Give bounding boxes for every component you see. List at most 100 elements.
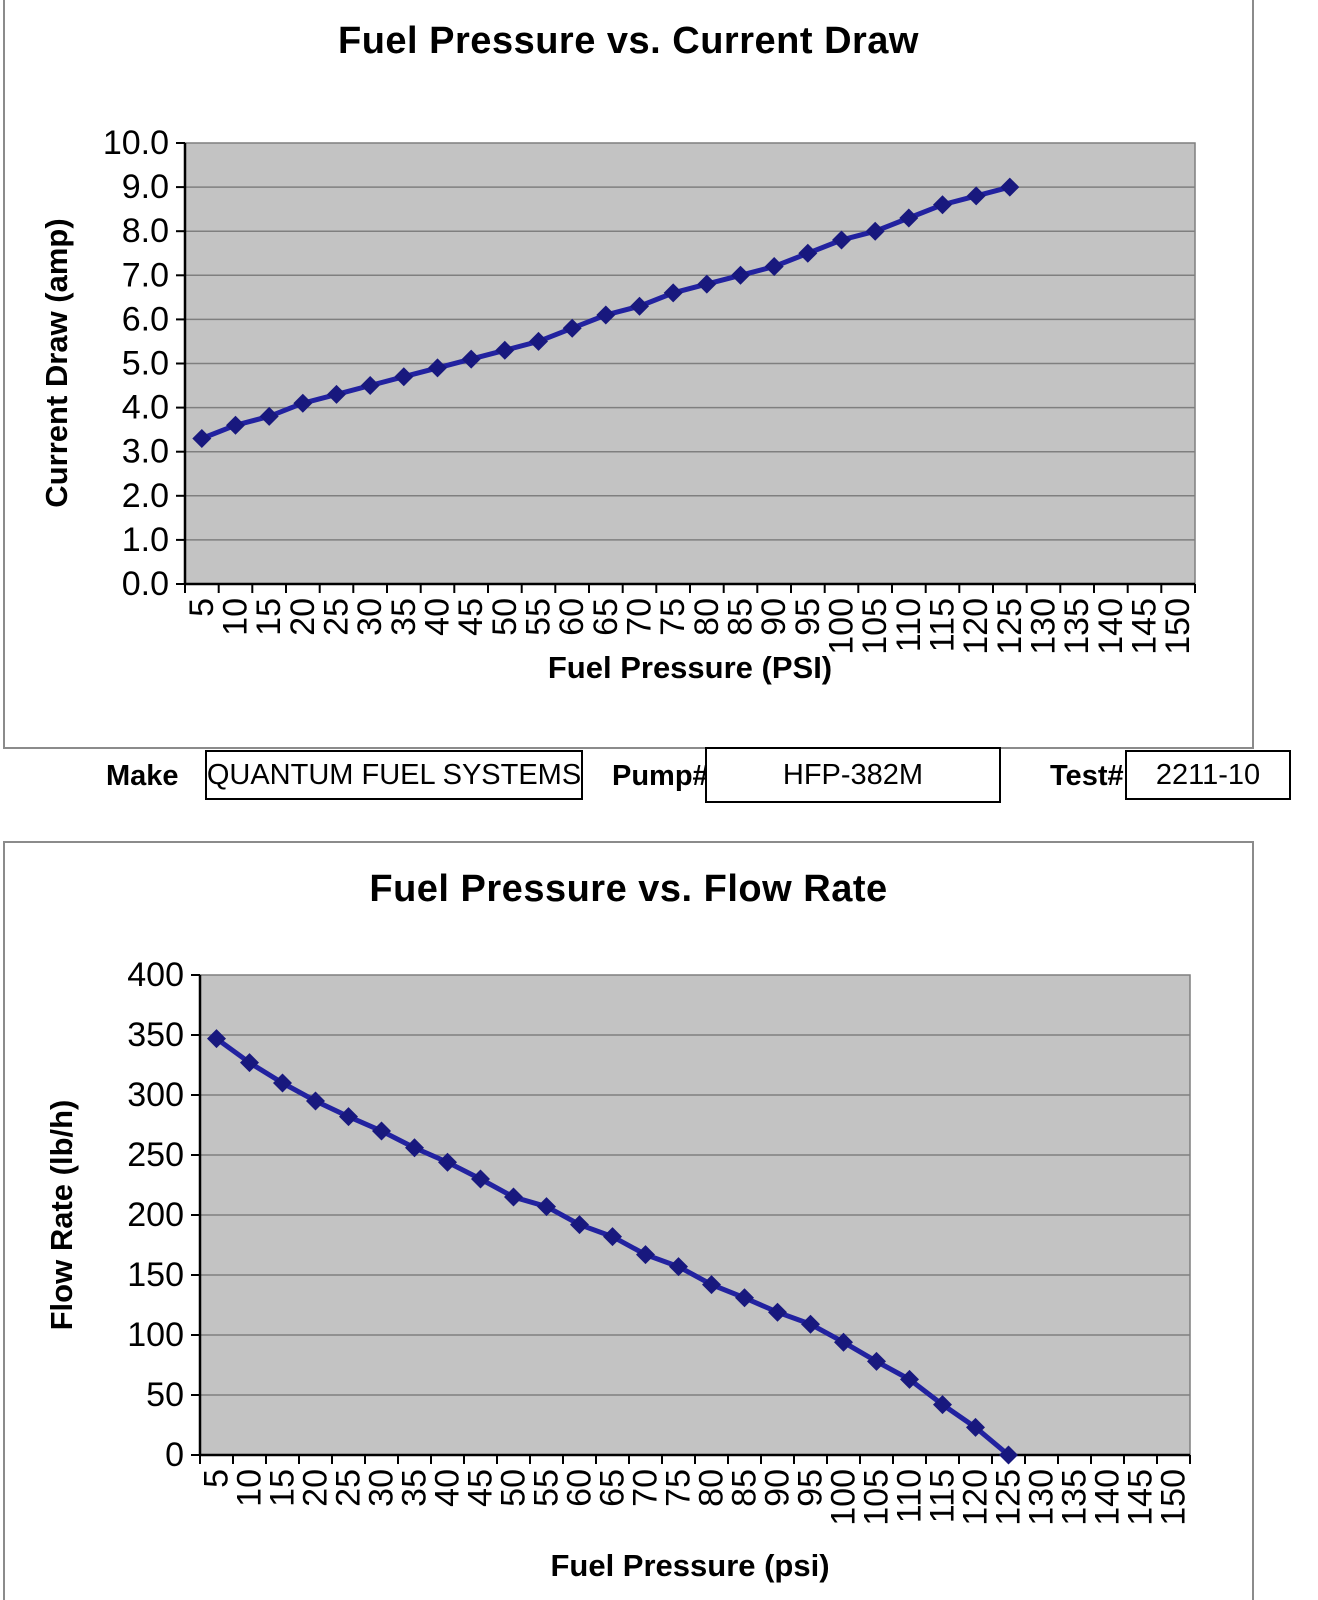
svg-text:70: 70 — [621, 598, 659, 636]
svg-text:30: 30 — [351, 598, 389, 636]
svg-text:5: 5 — [183, 598, 221, 617]
svg-text:50: 50 — [495, 1469, 533, 1507]
svg-text:135: 135 — [1058, 598, 1096, 655]
svg-text:130: 130 — [1023, 1469, 1061, 1526]
svg-text:115: 115 — [924, 598, 962, 652]
svg-text:5: 5 — [198, 1469, 236, 1488]
svg-text:8.0: 8.0 — [122, 212, 169, 250]
svg-text:5.0: 5.0 — [122, 345, 169, 383]
pump-number-label: Pump# — [612, 760, 709, 792]
svg-text:250: 250 — [127, 1136, 184, 1174]
svg-text:140: 140 — [1089, 1469, 1127, 1526]
svg-text:0: 0 — [165, 1436, 184, 1474]
svg-text:75: 75 — [660, 1469, 698, 1507]
svg-text:55: 55 — [520, 598, 558, 636]
svg-text:25: 25 — [330, 1469, 368, 1507]
svg-text:2.0: 2.0 — [122, 477, 169, 515]
svg-text:110: 110 — [891, 1469, 929, 1523]
svg-text:80: 80 — [693, 1469, 731, 1507]
svg-text:100: 100 — [823, 598, 861, 655]
svg-text:25: 25 — [318, 598, 356, 636]
svg-text:145: 145 — [1126, 598, 1164, 655]
svg-text:15: 15 — [264, 1469, 302, 1507]
test-number-value-box: 2211-10 — [1125, 750, 1291, 800]
pump-info-bar: Make QUANTUM FUEL SYSTEMS Pump# HFP-382M… — [0, 744, 1318, 814]
svg-text:400: 400 — [127, 956, 184, 994]
svg-text:7.0: 7.0 — [122, 256, 169, 294]
pump-number-value: HFP-382M — [782, 758, 924, 791]
svg-text:120: 120 — [957, 1469, 995, 1526]
svg-text:10.0: 10.0 — [103, 124, 169, 162]
svg-text:350: 350 — [127, 1016, 184, 1054]
current-draw-y-axis-title: Current Draw (amp) — [39, 218, 74, 508]
svg-text:120: 120 — [957, 598, 995, 655]
svg-text:85: 85 — [722, 598, 760, 636]
svg-text:45: 45 — [462, 1469, 500, 1507]
svg-text:150: 150 — [127, 1256, 184, 1294]
svg-text:15: 15 — [250, 598, 288, 636]
svg-text:75: 75 — [654, 598, 692, 636]
svg-text:45: 45 — [452, 598, 490, 636]
svg-text:105: 105 — [856, 598, 894, 655]
flow-rate-y-axis-title: Flow Rate (lb/h) — [44, 1099, 79, 1331]
svg-text:60: 60 — [561, 1469, 599, 1507]
make-value-box: QUANTUM FUEL SYSTEMS — [205, 750, 583, 800]
svg-text:55: 55 — [528, 1469, 566, 1507]
svg-text:50: 50 — [486, 598, 524, 636]
make-label: Make — [106, 760, 179, 792]
svg-text:125: 125 — [991, 598, 1029, 655]
svg-text:3.0: 3.0 — [122, 433, 169, 471]
svg-text:125: 125 — [990, 1469, 1028, 1526]
svg-text:50: 50 — [146, 1376, 184, 1414]
svg-text:135: 135 — [1056, 1469, 1094, 1526]
current-draw-chart: 0.01.02.03.04.05.06.07.08.09.010.0510152… — [103, 124, 1197, 655]
flow-rate-chart-title: Fuel Pressure vs. Flow Rate — [369, 868, 888, 910]
svg-text:100: 100 — [127, 1316, 184, 1354]
svg-text:300: 300 — [127, 1076, 184, 1114]
svg-text:150: 150 — [1159, 598, 1197, 655]
svg-text:10: 10 — [217, 598, 255, 636]
svg-text:100: 100 — [825, 1469, 863, 1526]
svg-text:95: 95 — [792, 1469, 830, 1507]
svg-text:85: 85 — [726, 1469, 764, 1507]
current-draw-chart-frame: Fuel Pressure vs. Current Draw 0.0 1.0 2.0… — [3, 0, 1254, 749]
svg-text:90: 90 — [755, 598, 793, 636]
svg-text:90: 90 — [759, 1469, 797, 1507]
flow-rate-chart-frame: Fuel Pressure vs. Flow Rate 0 50 100 150 200… — [3, 841, 1254, 1600]
svg-text:95: 95 — [789, 598, 827, 636]
svg-text:4.0: 4.0 — [122, 389, 169, 427]
flow-rate-x-axis-title: Fuel Pressure (psi) — [550, 1548, 830, 1583]
svg-text:145: 145 — [1122, 1469, 1160, 1526]
svg-text:35: 35 — [385, 598, 423, 636]
test-number-value: 2211-10 — [1155, 758, 1261, 791]
svg-text:60: 60 — [553, 598, 591, 636]
svg-text:110: 110 — [890, 598, 928, 652]
svg-text:65: 65 — [587, 598, 625, 636]
svg-text:115: 115 — [924, 1469, 962, 1523]
svg-text:10: 10 — [231, 1469, 269, 1507]
svg-text:20: 20 — [297, 1469, 335, 1507]
svg-text:6.0: 6.0 — [122, 300, 169, 338]
make-value: QUANTUM FUEL SYSTEMS — [206, 758, 582, 791]
svg-text:130: 130 — [1025, 598, 1063, 655]
svg-text:80: 80 — [688, 598, 726, 636]
svg-text:30: 30 — [363, 1469, 401, 1507]
svg-text:200: 200 — [127, 1196, 184, 1234]
svg-text:150: 150 — [1155, 1469, 1193, 1526]
svg-text:140: 140 — [1092, 598, 1130, 655]
flow-rate-chart: 0 50 100 150 200 250 300 350 400 5101520253035404… — [127, 956, 1193, 1526]
current-draw-x-axis-title: Fuel Pressure (PSI) — [547, 650, 833, 685]
current-draw-chart-title: Fuel Pressure vs. Current Draw — [338, 20, 919, 62]
svg-text:70: 70 — [627, 1469, 665, 1507]
svg-text:40: 40 — [429, 1469, 467, 1507]
svg-text:20: 20 — [284, 598, 322, 636]
test-number-label: Test# — [1050, 760, 1124, 792]
svg-text:1.0: 1.0 — [122, 521, 169, 559]
svg-text:35: 35 — [396, 1469, 434, 1507]
pump-number-value-box: HFP-382M — [705, 747, 1001, 803]
svg-text:40: 40 — [419, 598, 457, 636]
svg-text:105: 105 — [858, 1469, 896, 1526]
svg-text:0.0: 0.0 — [122, 565, 169, 603]
svg-text:9.0: 9.0 — [122, 168, 169, 206]
